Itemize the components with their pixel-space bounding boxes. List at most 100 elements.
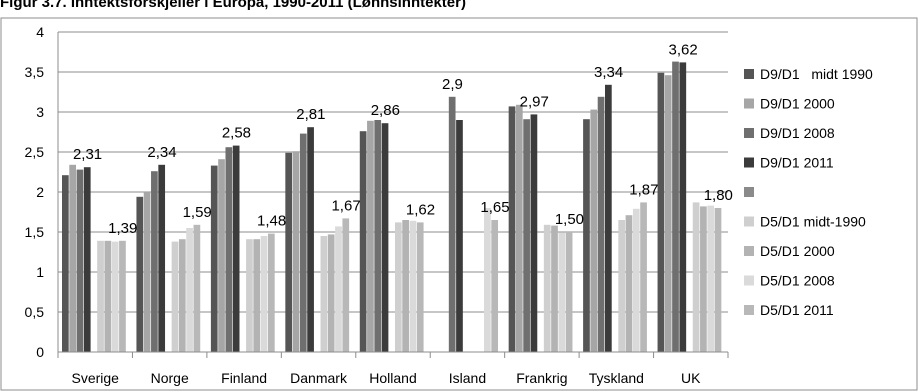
y-tick-label: 2,5 — [25, 144, 45, 160]
bar — [292, 151, 300, 352]
data-label: 1,50 — [555, 211, 584, 228]
x-tick-label: Finland — [221, 370, 267, 386]
legend-swatch — [744, 275, 754, 286]
bar — [335, 226, 342, 352]
bar — [83, 167, 91, 352]
x-tick-label: Sverige — [71, 370, 119, 386]
y-tick-label: 1,5 — [25, 224, 45, 240]
bar — [707, 205, 715, 352]
bar — [253, 239, 261, 352]
bar — [267, 233, 275, 352]
x-tick-label: UK — [681, 370, 701, 386]
bar — [232, 145, 240, 352]
legend-label: D5/D1 midt-1990 — [760, 214, 866, 230]
y-tick-label: 1 — [36, 264, 44, 280]
bar — [151, 171, 158, 352]
bar — [246, 239, 253, 352]
bar — [62, 175, 69, 352]
bar — [618, 220, 626, 352]
bar — [210, 165, 218, 352]
legend-swatch — [744, 69, 754, 79]
x-axis-ticks: Sverige Norge Finland Danmark Holland Island F… — [71, 370, 701, 386]
bars — [62, 61, 722, 353]
bar — [632, 208, 640, 352]
bar — [299, 133, 307, 352]
data-label: 3,62 — [669, 41, 698, 58]
data-label: 1,48 — [257, 213, 286, 230]
y-tick-label: 2 — [36, 184, 44, 200]
legend-swatch — [744, 305, 754, 315]
bar — [327, 234, 335, 352]
bar — [218, 159, 225, 352]
legend-label: D9/D1 2000 — [760, 96, 835, 112]
data-label: 2,34 — [147, 144, 176, 161]
data-label: 3,34 — [594, 64, 623, 81]
bar — [625, 215, 633, 352]
legend: D9/D1 midt 1990 D9/D1 2000 D9/D1 2008 D9/D1… — [744, 66, 873, 318]
x-tick-label: Danmark — [290, 370, 348, 386]
figure-caption: Figur 3.7. Inntektsforskjeller i Europa,… — [0, 0, 466, 11]
data-label: 1,62 — [406, 201, 435, 218]
bar — [119, 240, 126, 352]
bar — [590, 109, 598, 352]
bar — [76, 169, 84, 352]
bar — [640, 202, 647, 352]
bar — [700, 206, 707, 352]
bar — [664, 75, 672, 352]
bar — [193, 224, 201, 352]
y-tick-label: 3,5 — [25, 64, 45, 80]
bar — [672, 61, 679, 352]
bar — [484, 208, 491, 352]
y-tick-label: 0 — [36, 344, 44, 360]
bar — [171, 241, 179, 352]
bar — [491, 220, 499, 352]
bar — [104, 240, 112, 352]
data-label: 2,86 — [371, 102, 400, 119]
data-label: 1,80 — [704, 187, 733, 204]
bar — [111, 241, 119, 352]
bar — [530, 114, 538, 353]
data-label: 2,81 — [296, 106, 325, 123]
bar — [367, 120, 374, 352]
bar — [381, 123, 389, 352]
x-tick-label: Frankrig — [516, 370, 567, 386]
legend-label: D5/D1 2008 — [760, 273, 835, 289]
legend-label: D9/D1 2008 — [760, 125, 835, 141]
bar — [714, 208, 722, 352]
legend-label: D9/D1 2011 — [760, 155, 834, 171]
x-tick-label: Island — [449, 370, 486, 386]
y-tick-label: 0,5 — [25, 304, 45, 320]
bar — [342, 218, 350, 352]
bar — [597, 96, 605, 352]
legend-label: D5/D1 2000 — [760, 243, 835, 259]
bar — [136, 196, 144, 352]
bar — [359, 131, 367, 352]
bar — [583, 119, 590, 352]
bar — [605, 84, 612, 353]
data-label: 1,65 — [480, 199, 509, 216]
bar — [394, 222, 402, 352]
bar — [657, 72, 665, 353]
bar — [285, 152, 293, 352]
y-axis-ticks: 0 0,5 1 1,5 2 2,5 3 3,5 4 — [25, 24, 45, 360]
legend-swatch — [744, 216, 754, 227]
bar — [178, 239, 186, 352]
data-label: 2,58 — [222, 125, 251, 142]
bar — [551, 225, 558, 352]
legend-label: D5/D1 2011 — [760, 302, 834, 318]
bar — [679, 62, 687, 353]
bar — [448, 96, 456, 352]
y-tick-label: 4 — [36, 24, 44, 40]
bar — [225, 147, 233, 352]
bar — [409, 220, 417, 352]
bar — [558, 232, 566, 352]
bar — [523, 119, 530, 352]
bar — [402, 220, 409, 352]
x-tick-label: Tyskland — [589, 370, 644, 386]
data-label: 1,59 — [183, 204, 212, 221]
data-label: 1,87 — [629, 181, 658, 198]
bar — [515, 104, 523, 352]
data-label: 1,67 — [331, 197, 360, 214]
bar — [565, 232, 573, 352]
